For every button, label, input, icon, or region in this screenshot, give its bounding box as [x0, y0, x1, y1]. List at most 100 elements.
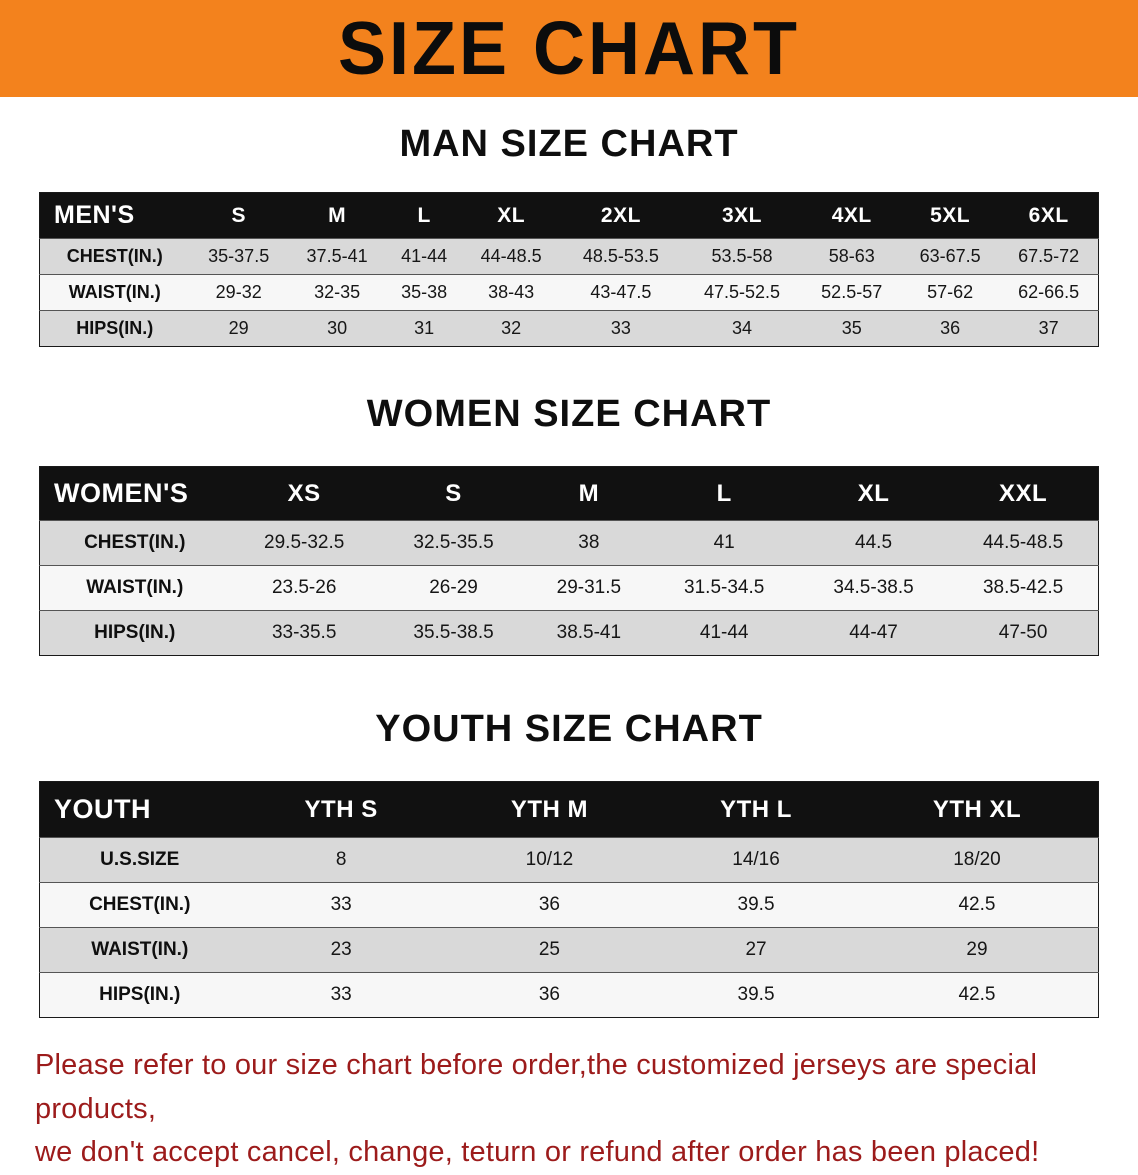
row-label: HIPS(IN.): [39, 310, 190, 347]
table-title: WOMEN'S: [39, 466, 230, 521]
table-cell: 29-32: [189, 274, 288, 311]
table-cell: 42.5: [855, 972, 1099, 1018]
table-cell: 18/20: [855, 837, 1099, 883]
table-cell: 39.5: [656, 972, 856, 1018]
size-chart-banner: SIZE CHART: [0, 0, 1138, 97]
table-cell: 34.5-38.5: [798, 565, 949, 611]
table-cell: 53.5-58: [681, 238, 803, 275]
column-header: L: [386, 192, 462, 239]
row-label: WAIST(IN.): [39, 927, 240, 973]
table-cell: 35.5-38.5: [378, 610, 529, 656]
table-cell: 47-50: [948, 610, 1099, 656]
disclaimer-line-1: Please refer to our size chart before or…: [35, 1049, 1038, 1125]
table-cell: 38.5-42.5: [948, 565, 1099, 611]
size-table-youth: YOUTH YTH S YTH M YTH L YTH XL U.S.SIZE 8 10/12…: [39, 781, 1099, 1018]
table-cell: 41-44: [386, 238, 462, 275]
table-cell: 35-37.5: [189, 238, 288, 275]
column-header: YTH XL: [855, 781, 1099, 838]
table-cell: 44.5: [798, 520, 949, 566]
table-cell: 42.5: [855, 882, 1099, 928]
table-cell: 29.5-32.5: [229, 520, 379, 566]
table-cell: 39.5: [656, 882, 856, 928]
table-row: HIPS(IN.) 29 30 31 32 33 34 35 36 37: [39, 310, 1099, 347]
table-row: WAIST(IN.) 23.5-26 26-29 29-31.5 31.5-34.5 34…: [39, 565, 1099, 611]
column-header: XL: [798, 466, 949, 521]
table-cell: 57-62: [900, 274, 1000, 311]
column-header: XXL: [948, 466, 1099, 521]
header-row: WOMEN'S XS S M L XL XXL: [39, 466, 1099, 521]
table-row: CHEST(IN.) 33 36 39.5 42.5: [39, 882, 1099, 928]
table-cell: 36: [442, 972, 657, 1018]
column-header: S: [378, 466, 529, 521]
women-size-chart-heading: WOMEN SIZE CHART: [366, 393, 772, 435]
table-cell: 36: [900, 310, 1000, 347]
column-header: M: [528, 466, 650, 521]
disclaimer-line-2: we don't accept cancel, change, teturn o…: [35, 1136, 1040, 1168]
table-row: WAIST(IN.) 23 25 27 29: [39, 927, 1099, 973]
table-cell: 48.5-53.5: [560, 238, 682, 275]
table-cell: 14/16: [656, 837, 856, 883]
table-cell: 44.5-48.5: [948, 520, 1099, 566]
table-cell: 23.5-26: [229, 565, 379, 611]
table-cell: 31: [386, 310, 462, 347]
row-label: WAIST(IN.): [39, 274, 190, 311]
row-label: HIPS(IN.): [39, 610, 230, 656]
table-cell: 63-67.5: [900, 238, 1000, 275]
mens-size-table-wrap: MEN'S S M L XL 2XL 3XL 4XL 5XL 6XL CHEST(IN.) 35-37…: [39, 192, 1099, 347]
column-header: 6XL: [999, 192, 1099, 239]
table-row: CHEST(IN.) 35-37.5 37.5-41 41-44 44-48.5 48.5…: [39, 238, 1099, 275]
table-cell: 38.5-41: [528, 610, 650, 656]
table-cell: 33: [560, 310, 682, 347]
table-cell: 38: [528, 520, 650, 566]
column-header: XS: [229, 466, 379, 521]
column-header: 2XL: [560, 192, 682, 239]
table-row: WAIST(IN.) 29-32 32-35 35-38 38-43 43-47.5 47.…: [39, 274, 1099, 311]
column-header: YTH L: [656, 781, 856, 838]
man-size-chart-heading: MAN SIZE CHART: [399, 123, 739, 165]
table-row: HIPS(IN.) 33 36 39.5 42.5: [39, 972, 1099, 1018]
table-cell: 47.5-52.5: [681, 274, 803, 311]
womens-size-table-wrap: WOMEN'S XS S M L XL XXL CHEST(IN.) 29.5-32.5 32.5…: [39, 466, 1099, 656]
table-row: CHEST(IN.) 29.5-32.5 32.5-35.5 38 41 44.5 44.5…: [39, 520, 1099, 566]
table-cell: 37.5-41: [287, 238, 387, 275]
table-cell: 41-44: [649, 610, 799, 656]
table-cell: 31.5-34.5: [649, 565, 799, 611]
column-header: 3XL: [681, 192, 803, 239]
row-label: WAIST(IN.): [39, 565, 230, 611]
column-header: YTH S: [239, 781, 443, 838]
row-label: HIPS(IN.): [39, 972, 240, 1018]
table-cell: 38-43: [461, 274, 561, 311]
table-cell: 29: [189, 310, 288, 347]
table-cell: 30: [287, 310, 387, 347]
size-table-mens: MEN'S S M L XL 2XL 3XL 4XL 5XL 6XL CHEST(IN.) 35-37…: [39, 192, 1099, 347]
table-cell: 32: [461, 310, 561, 347]
header-row: YOUTH YTH S YTH M YTH L YTH XL: [39, 781, 1099, 838]
row-label: CHEST(IN.): [39, 882, 240, 928]
table-cell: 25: [442, 927, 657, 973]
table-title: MEN'S: [39, 192, 190, 239]
youth-size-chart-heading: YOUTH SIZE CHART: [375, 708, 763, 750]
table-cell: 34: [681, 310, 803, 347]
row-label: CHEST(IN.): [39, 238, 190, 275]
table-cell: 58-63: [802, 238, 901, 275]
table-cell: 35: [802, 310, 901, 347]
column-header: S: [189, 192, 288, 239]
table-cell: 37: [999, 310, 1099, 347]
table-cell: 33: [239, 882, 443, 928]
table-cell: 44-48.5: [461, 238, 561, 275]
youth-size-table-wrap: YOUTH YTH S YTH M YTH L YTH XL U.S.SIZE 8 10/12…: [39, 781, 1099, 1018]
column-header: M: [287, 192, 387, 239]
table-cell: 44-47: [798, 610, 949, 656]
column-header: 4XL: [802, 192, 901, 239]
table-cell: 35-38: [386, 274, 462, 311]
table-title: YOUTH: [39, 781, 240, 838]
table-cell: 41: [649, 520, 799, 566]
table-cell: 26-29: [378, 565, 529, 611]
table-cell: 43-47.5: [560, 274, 682, 311]
table-cell: 33: [239, 972, 443, 1018]
table-cell: 52.5-57: [802, 274, 901, 311]
row-label: CHEST(IN.): [39, 520, 230, 566]
disclaimer-note: Please refer to our size chart before or…: [29, 1044, 1109, 1175]
header-row: MEN'S S M L XL 2XL 3XL 4XL 5XL 6XL: [39, 192, 1099, 239]
